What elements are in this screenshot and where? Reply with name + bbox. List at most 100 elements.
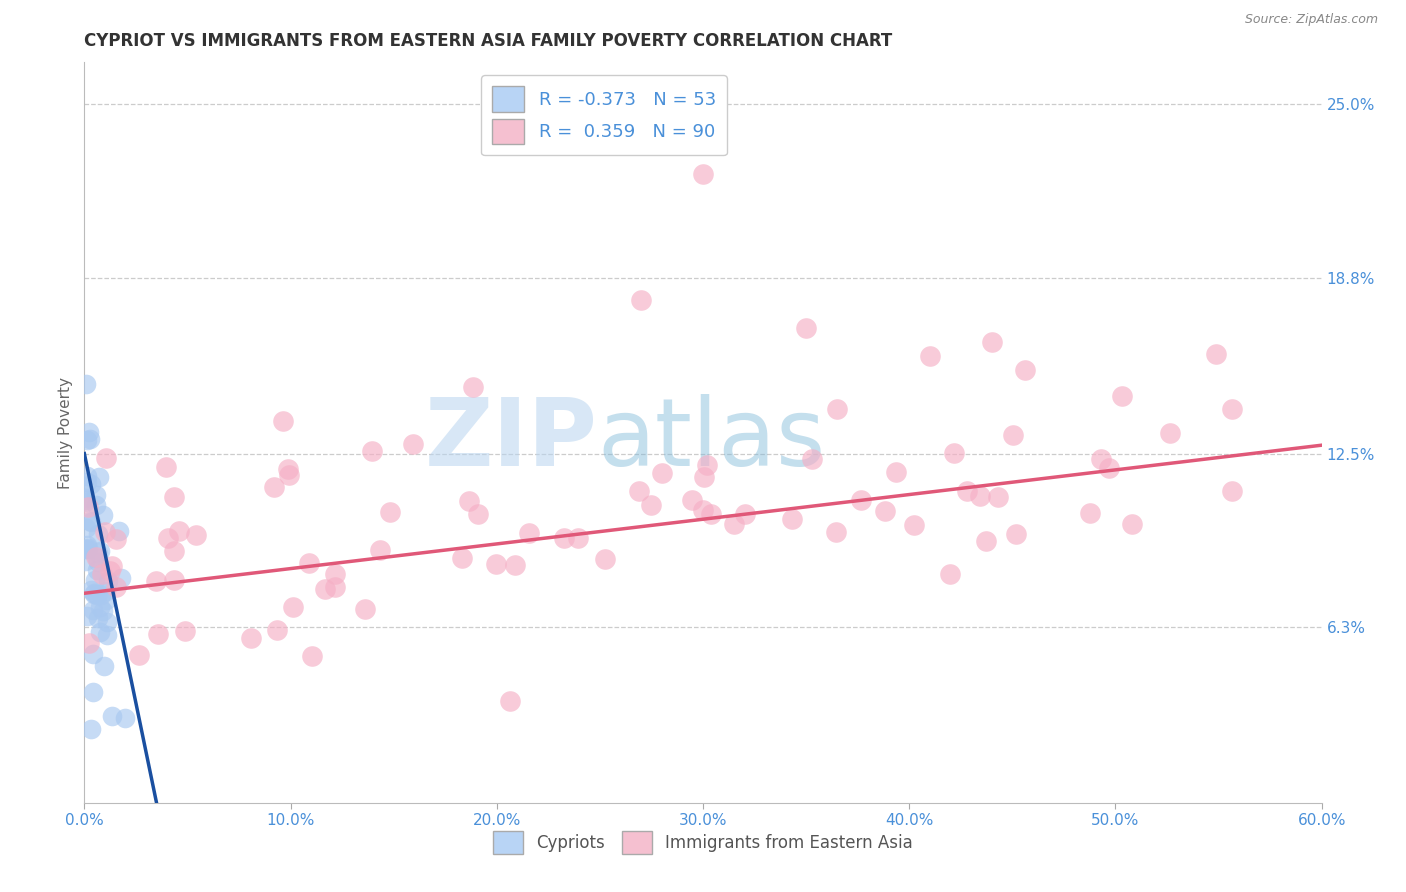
Point: [314, 582, 336, 596]
Text: ZIP: ZIP: [425, 394, 598, 486]
Point: [271, 414, 294, 428]
Point: [148, 627, 170, 641]
Point: [353, 602, 375, 616]
Text: Source: ZipAtlas.com: Source: ZipAtlas.com: [1244, 13, 1378, 27]
Point: [323, 566, 346, 581]
Point: [80, 476, 103, 491]
Point: [1078, 506, 1101, 520]
Text: atlas: atlas: [598, 394, 827, 486]
Point: [110, 571, 132, 585]
Point: [800, 451, 823, 466]
Point: [86, 588, 108, 602]
Point: [780, 512, 803, 526]
Point: [162, 544, 184, 558]
Point: [402, 437, 425, 451]
Point: [723, 516, 745, 531]
Point: [1220, 401, 1243, 416]
Point: [90, 588, 112, 602]
Point: [87, 527, 110, 541]
Point: [76, 433, 98, 447]
Point: [266, 624, 288, 638]
Point: [86, 563, 108, 577]
Point: [163, 491, 186, 505]
Point: [86, 555, 108, 569]
Point: [89, 599, 111, 614]
Point: [84, 488, 107, 502]
Point: [89, 625, 111, 640]
Point: [128, 648, 150, 662]
Point: [630, 293, 652, 307]
Point: [87, 546, 110, 560]
Point: [75, 491, 97, 505]
Point: [75, 521, 97, 535]
Point: [82, 603, 104, 617]
Point: [156, 531, 179, 545]
Point: [283, 600, 305, 615]
Point: [89, 543, 111, 558]
Point: [114, 711, 136, 725]
Point: [73, 492, 96, 507]
Point: [184, 528, 207, 542]
Point: [80, 515, 103, 529]
Point: [79, 514, 101, 528]
Point: [173, 624, 195, 639]
Point: [98, 564, 121, 578]
Point: [1111, 389, 1133, 403]
Point: [77, 636, 100, 650]
Point: [734, 508, 756, 522]
Point: [155, 459, 177, 474]
Point: [97, 574, 120, 589]
Point: [974, 534, 997, 549]
Point: [83, 585, 105, 599]
Point: [1220, 484, 1243, 499]
Point: [1004, 527, 1026, 541]
Point: [1090, 451, 1112, 466]
Point: [94, 450, 117, 465]
Point: [849, 493, 872, 508]
Point: [461, 380, 484, 394]
Point: [1121, 517, 1143, 532]
Point: [82, 684, 104, 698]
Point: [980, 334, 1002, 349]
Point: [942, 445, 965, 459]
Point: [451, 550, 474, 565]
Point: [167, 524, 190, 538]
Point: [75, 494, 97, 508]
Point: [75, 376, 97, 391]
Point: [593, 552, 616, 566]
Point: [76, 475, 98, 489]
Point: [825, 402, 848, 417]
Y-axis label: Family Poverty: Family Poverty: [58, 376, 73, 489]
Point: [628, 484, 651, 499]
Point: [87, 611, 110, 625]
Point: [485, 557, 508, 571]
Point: [240, 631, 263, 645]
Point: [94, 524, 117, 539]
Point: [76, 541, 98, 556]
Point: [378, 505, 401, 519]
Point: [108, 524, 131, 538]
Point: [76, 468, 98, 483]
Point: [368, 543, 391, 558]
Point: [94, 593, 117, 607]
Point: [96, 584, 118, 599]
Point: [80, 722, 103, 736]
Point: [886, 465, 908, 479]
Point: [567, 532, 589, 546]
Point: [323, 580, 346, 594]
Point: [84, 549, 107, 564]
Point: [77, 541, 100, 555]
Point: [73, 554, 96, 568]
Point: [80, 583, 103, 598]
Point: [104, 532, 127, 546]
Point: [873, 504, 896, 518]
Point: [956, 484, 979, 499]
Point: [640, 498, 662, 512]
Point: [681, 493, 703, 508]
Point: [1159, 425, 1181, 440]
Point: [84, 498, 107, 512]
Point: [301, 648, 323, 663]
Point: [457, 493, 479, 508]
Point: [1098, 461, 1121, 475]
Point: [939, 566, 962, 581]
